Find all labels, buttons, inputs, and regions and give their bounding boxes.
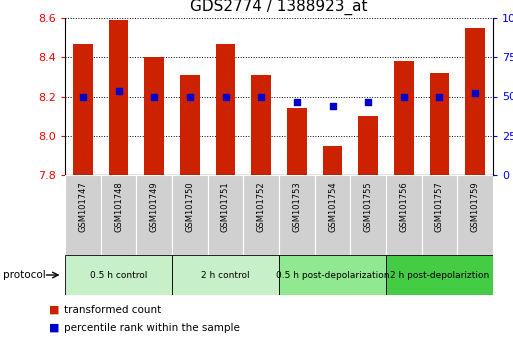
Point bbox=[78, 94, 87, 99]
Text: GSM101747: GSM101747 bbox=[78, 181, 87, 232]
Bar bbox=[430, 73, 449, 175]
Bar bbox=[422, 175, 457, 255]
Text: GSM101759: GSM101759 bbox=[470, 181, 480, 232]
Point bbox=[436, 94, 444, 99]
Bar bbox=[180, 75, 200, 175]
Bar bbox=[359, 116, 378, 175]
Point bbox=[328, 103, 337, 109]
Text: GSM101752: GSM101752 bbox=[256, 181, 266, 232]
Text: ■: ■ bbox=[49, 305, 59, 315]
Bar bbox=[172, 175, 208, 255]
Text: GSM101749: GSM101749 bbox=[150, 181, 159, 232]
Bar bbox=[251, 75, 271, 175]
Text: percentile rank within the sample: percentile rank within the sample bbox=[64, 323, 240, 333]
Text: GSM101748: GSM101748 bbox=[114, 181, 123, 232]
Text: transformed count: transformed count bbox=[64, 305, 162, 315]
Text: GSM101756: GSM101756 bbox=[399, 181, 408, 232]
Bar bbox=[65, 255, 172, 295]
Bar bbox=[350, 175, 386, 255]
Bar bbox=[136, 175, 172, 255]
Bar bbox=[243, 175, 279, 255]
Text: GSM101754: GSM101754 bbox=[328, 181, 337, 232]
Text: GSM101753: GSM101753 bbox=[292, 181, 301, 232]
Text: GSM101755: GSM101755 bbox=[364, 181, 372, 232]
Point bbox=[150, 94, 159, 99]
Title: GDS2774 / 1388923_at: GDS2774 / 1388923_at bbox=[190, 0, 368, 15]
Point bbox=[186, 94, 194, 99]
Bar bbox=[109, 20, 128, 175]
Point bbox=[257, 94, 265, 99]
Bar bbox=[386, 255, 493, 295]
Bar bbox=[215, 44, 235, 175]
Point bbox=[400, 94, 408, 99]
Text: 2 h control: 2 h control bbox=[201, 270, 250, 280]
Text: 2 h post-depolariztion: 2 h post-depolariztion bbox=[390, 270, 489, 280]
Text: GSM101750: GSM101750 bbox=[185, 181, 194, 232]
Bar bbox=[172, 255, 279, 295]
Point bbox=[293, 99, 301, 105]
Point bbox=[114, 88, 123, 93]
Bar bbox=[386, 175, 422, 255]
Bar bbox=[144, 57, 164, 175]
Point bbox=[222, 94, 230, 99]
Text: 0.5 h control: 0.5 h control bbox=[90, 270, 147, 280]
Text: ■: ■ bbox=[49, 323, 59, 333]
Bar bbox=[457, 175, 493, 255]
Bar bbox=[314, 175, 350, 255]
Bar bbox=[465, 28, 485, 175]
Bar bbox=[279, 175, 314, 255]
Bar bbox=[65, 175, 101, 255]
Text: GSM101757: GSM101757 bbox=[435, 181, 444, 232]
Bar bbox=[101, 175, 136, 255]
Point bbox=[471, 90, 479, 96]
Point bbox=[364, 99, 372, 105]
Bar bbox=[394, 61, 413, 175]
Bar bbox=[208, 175, 243, 255]
Bar bbox=[287, 108, 307, 175]
Text: GSM101751: GSM101751 bbox=[221, 181, 230, 232]
Bar bbox=[279, 255, 386, 295]
Text: protocol: protocol bbox=[3, 270, 45, 280]
Text: 0.5 h post-depolarization: 0.5 h post-depolarization bbox=[276, 270, 389, 280]
Bar bbox=[73, 44, 93, 175]
Bar bbox=[323, 145, 342, 175]
